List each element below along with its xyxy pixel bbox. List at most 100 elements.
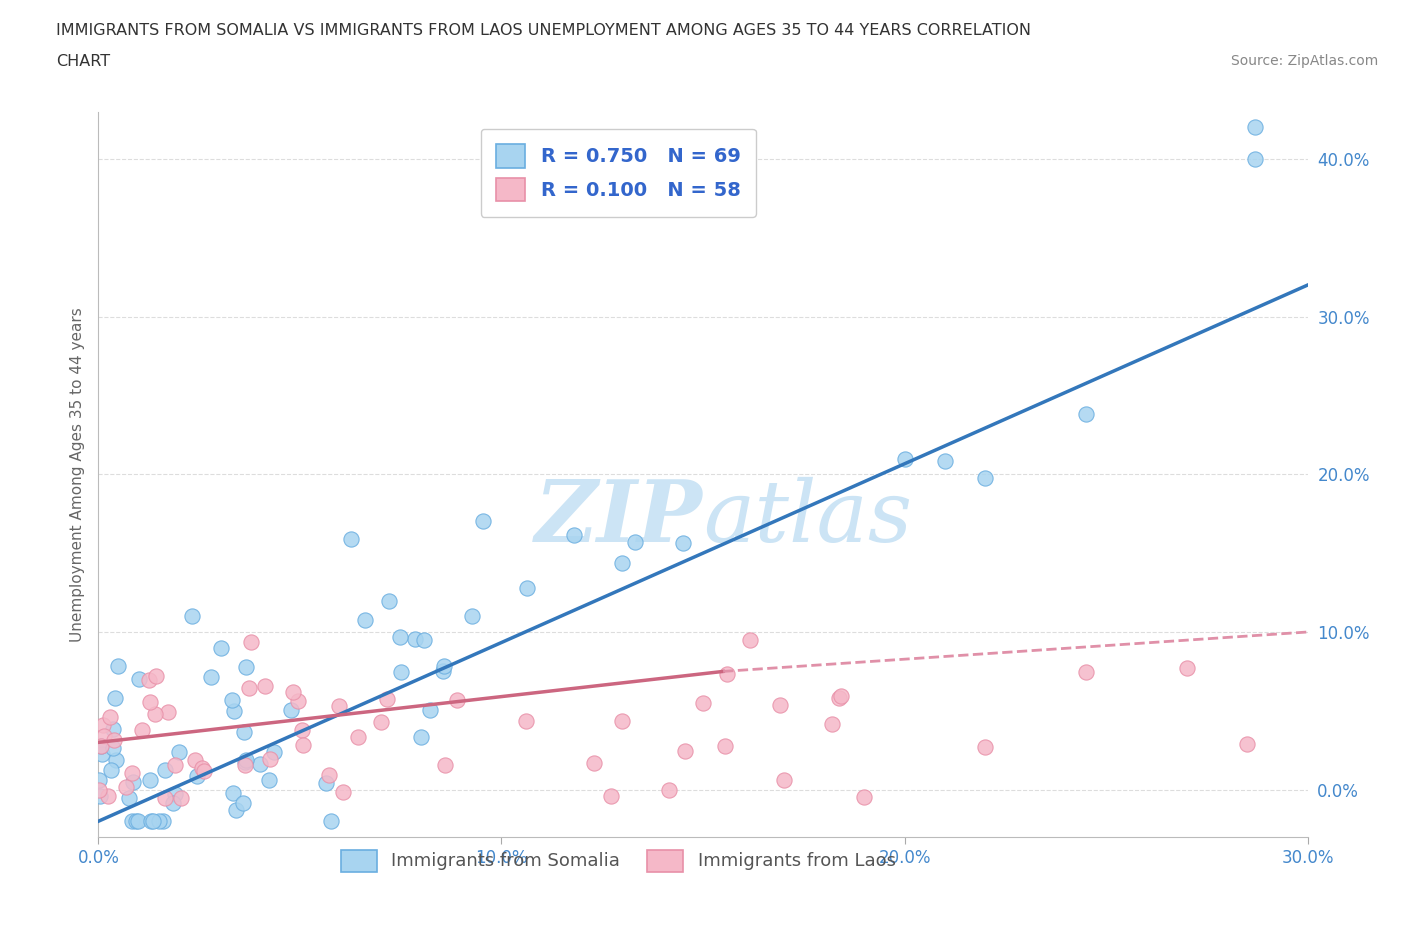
Point (353, 613, 375, 628)
Point (148, 814, 170, 829)
Point (658, 782, 681, 797)
Point (238, 681, 260, 696)
Point (713, 738, 735, 753)
Point (515, 714, 537, 729)
Point (224, 704, 246, 719)
Point (673, 743, 696, 758)
Point (599, 789, 621, 804)
Point (347, 729, 370, 744)
Point (122, 774, 145, 789)
Point (89, 783, 111, 798)
Point (249, 756, 271, 771)
Point (107, 658, 129, 673)
Point (1236, 737, 1258, 751)
Point (404, 631, 426, 646)
Point (235, 659, 257, 674)
Text: ZIP: ZIP (536, 476, 703, 560)
Point (446, 692, 468, 707)
Point (121, 814, 143, 829)
Point (259, 752, 281, 767)
Point (139, 814, 162, 829)
Point (138, 672, 160, 687)
Point (583, 755, 606, 770)
Point (98, 710, 121, 724)
Point (170, 790, 193, 805)
Point (389, 665, 412, 680)
Point (281, 684, 304, 699)
Y-axis label: Unemployment Among Ages 35 to 44 years: Unemployment Among Ages 35 to 44 years (69, 307, 84, 642)
Point (389, 630, 412, 644)
Point (232, 795, 254, 810)
Point (103, 732, 125, 747)
Point (769, 698, 792, 712)
Point (432, 663, 454, 678)
Point (131, 723, 153, 737)
Point (321, 814, 343, 829)
Point (162, 795, 184, 810)
Point (612, 556, 634, 571)
Point (974, 471, 997, 485)
Point (378, 594, 401, 609)
Point (433, 758, 456, 773)
Point (169, 744, 191, 759)
Point (1074, 406, 1097, 421)
Point (128, 671, 150, 686)
Point (127, 814, 149, 829)
Point (153, 790, 176, 805)
Point (291, 737, 314, 752)
Point (90, 747, 112, 762)
Point (893, 451, 915, 466)
Point (115, 779, 138, 794)
Point (139, 695, 162, 710)
Point (692, 696, 714, 711)
Point (1244, 120, 1267, 135)
Point (89, 738, 111, 753)
Point (562, 527, 585, 542)
Point (89, 789, 111, 804)
Point (103, 721, 125, 736)
Point (340, 532, 363, 547)
Point (239, 634, 262, 649)
Point (191, 761, 214, 776)
Point (287, 693, 309, 708)
Point (221, 693, 243, 708)
Point (145, 669, 167, 684)
Point (193, 764, 215, 779)
Point (155, 763, 177, 777)
Point (738, 632, 761, 647)
Point (828, 691, 851, 706)
Point (93, 729, 115, 744)
Point (291, 723, 314, 737)
Point (328, 698, 350, 713)
Point (257, 773, 280, 788)
Point (104, 691, 127, 706)
Text: CHART: CHART (56, 54, 110, 69)
Point (461, 609, 484, 624)
Text: atlas: atlas (703, 476, 912, 559)
Point (101, 741, 124, 756)
Point (716, 667, 738, 682)
Point (377, 692, 399, 707)
Point (934, 454, 956, 469)
Point (90, 738, 112, 753)
Point (315, 776, 337, 790)
Point (152, 814, 174, 829)
Point (165, 786, 187, 801)
Point (516, 580, 538, 595)
Point (186, 769, 208, 784)
Point (433, 658, 456, 673)
Point (156, 704, 179, 719)
Point (280, 702, 302, 717)
Point (118, 790, 141, 805)
Point (318, 767, 340, 782)
Point (235, 752, 257, 767)
Point (253, 679, 276, 694)
Point (821, 716, 844, 731)
Point (853, 790, 876, 805)
Point (125, 814, 148, 829)
Point (235, 755, 257, 770)
Point (612, 713, 634, 728)
Point (225, 803, 247, 817)
Point (413, 632, 436, 647)
Point (87, 772, 110, 787)
